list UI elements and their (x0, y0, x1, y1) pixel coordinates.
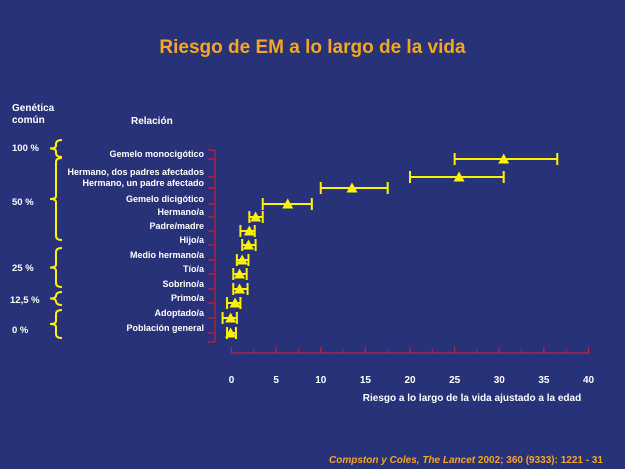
genetic-group-label: 50 % (12, 197, 34, 208)
category-label: Adoptado/a (155, 308, 205, 318)
data-point-triangle (282, 198, 294, 209)
data-point-triangle (225, 312, 237, 323)
category-label: Gemelo dicigótico (126, 194, 205, 204)
data-point-triangle (453, 171, 465, 182)
genetic-group-label: 12,5 % (10, 295, 40, 306)
category-label: Padre/madre (149, 221, 204, 231)
x-axis-title: Riesgo a lo largo de la vida ajustado a … (363, 393, 581, 404)
data-point-triangle (498, 153, 510, 164)
genetic-group-bracket (49, 247, 63, 288)
citation: Compston y Coles, The Lancet 2002; 360 (… (329, 455, 603, 466)
category-label: Hermano/a (157, 207, 205, 217)
x-tick-label: 35 (538, 375, 550, 386)
data-point-triangle (250, 211, 262, 222)
category-label: Población general (126, 323, 204, 333)
data-point-triangle (242, 239, 254, 250)
genetics-header-line2: común (12, 115, 45, 126)
genetic-group-label: 0 % (12, 325, 29, 336)
category-label: Primo/a (171, 293, 205, 303)
category-label: Hermano, dos padres afectados (67, 167, 204, 177)
x-tick-label: 0 (229, 375, 235, 386)
x-tick-label: 30 (494, 375, 506, 386)
genetic-group-bracket (49, 139, 63, 158)
genetics-header-line1: Genética (12, 103, 55, 114)
data-point-triangle (346, 182, 358, 193)
x-tick-label: 25 (449, 375, 461, 386)
data-point-triangle (236, 254, 248, 265)
genetic-group-bracket (49, 157, 63, 241)
category-label: Medio hermano/a (130, 250, 205, 260)
genetic-group-bracket (49, 291, 63, 306)
x-tick-label: 15 (360, 375, 372, 386)
data-point-triangle (234, 283, 246, 294)
relation-header: Relación (131, 116, 173, 127)
citation-details: 2002; 360 (9333): 1221 - 31 (475, 455, 603, 466)
data-point-triangle (229, 297, 241, 308)
data-point-triangle (243, 225, 255, 236)
x-tick-label: 5 (273, 375, 279, 386)
genetic-group-label: 25 % (12, 263, 34, 274)
chart-title: Riesgo de EM a lo largo de la vida (159, 37, 466, 58)
genetics-header: Genética común (12, 103, 54, 127)
category-label: Hijo/a (179, 235, 204, 245)
genetic-group-label: 100 % (12, 143, 39, 154)
category-label: Tío/a (183, 264, 205, 274)
x-tick-label: 20 (404, 375, 416, 386)
x-tick-label: 40 (583, 375, 595, 386)
category-label: Gemelo monocigótico (109, 149, 204, 159)
x-tick-label: 10 (315, 375, 327, 386)
citation-authors: Compston y Coles, The Lancet (328, 455, 476, 466)
data-point-triangle (234, 268, 246, 279)
category-label: Sobrino/a (162, 279, 204, 289)
genetic-group-bracket (49, 309, 63, 339)
data-point-triangle (225, 327, 237, 338)
category-label: Hermano, un padre afectado (82, 178, 204, 188)
